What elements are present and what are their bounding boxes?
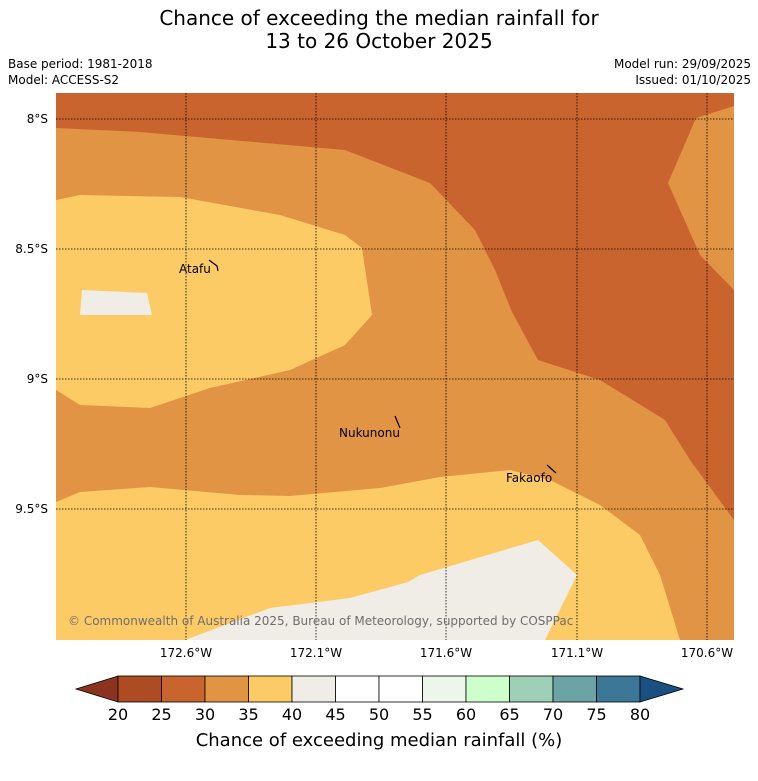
lon-label-172-1w: 172.1°W — [289, 646, 343, 660]
region-40-45-north — [80, 290, 152, 315]
colorbar-tick-70: 70 — [542, 705, 564, 724]
colorbar-segment-50-55 — [378, 675, 423, 703]
colorbar-tick-20: 20 — [107, 705, 129, 724]
colorbar-segment-65-70 — [509, 675, 554, 703]
place-atafu: Atafu — [179, 262, 211, 276]
colorbar — [74, 675, 685, 703]
region-35-40-north — [56, 195, 372, 408]
colorbar-tick-80: 80 — [629, 705, 651, 724]
lat-label-8s: 8°S — [26, 112, 48, 126]
place-nukunonu: Nukunonu — [339, 426, 400, 440]
atafu-island-outline — [208, 259, 219, 272]
model-run: Model run: 29/09/2025 — [613, 57, 751, 71]
title-line-2: 13 to 26 October 2025 — [265, 29, 493, 53]
colorbar-tick-40: 40 — [281, 705, 303, 724]
colorbar-tick-45: 45 — [325, 705, 346, 724]
colorbar-tick-25: 25 — [151, 705, 172, 724]
lon-label-170-6w: 170.6°W — [680, 646, 734, 660]
colorbar-tick-65: 65 — [499, 705, 520, 724]
lat-label-8-5s: 8.5°S — [15, 242, 48, 256]
colorbar-segment-30-35 — [204, 675, 249, 703]
colorbar-segment-35-40 — [248, 675, 293, 703]
colorbar-tick-30: 30 — [194, 705, 216, 724]
graticule — [56, 93, 734, 640]
region-40-45-south — [185, 540, 577, 640]
colorbar-segment-70-75 — [552, 675, 597, 703]
colorbar-over-triangle — [639, 675, 685, 703]
issued-date: Issued: 01/10/2025 — [635, 73, 751, 87]
colorbar-segment-40-45 — [291, 675, 336, 703]
colorbar-segment-25-30 — [161, 675, 206, 703]
colorbar-tick-75: 75 — [586, 705, 607, 724]
place-fakaofo: Fakaofo — [506, 471, 553, 485]
colorbar-segment-75-80 — [596, 675, 641, 703]
lon-label-171-1w: 171.1°W — [550, 646, 604, 660]
colorbar-label: Chance of exceeding median rainfall (%) — [195, 730, 563, 751]
base-period: Base period: 1981-2018 — [8, 57, 153, 71]
nukunonu-island-outline — [394, 415, 401, 429]
colorbar-under-triangle — [74, 675, 119, 703]
colorbar-segment-45-50 — [335, 675, 380, 703]
model-name: Model: ACCESS-S2 — [8, 73, 120, 87]
lon-label-171-6w: 171.6°W — [419, 646, 473, 660]
lat-label-9s: 9°S — [26, 372, 48, 386]
fakaofo-island-outline — [546, 464, 557, 474]
colorbar-segment-55-60 — [422, 675, 467, 703]
colorbar-segment-60-65 — [465, 675, 510, 703]
colorbar-tick-60: 60 — [455, 705, 477, 724]
region-30-35-ne — [668, 106, 734, 290]
colorbar-segment-20-25 — [117, 675, 162, 703]
title-line-1: Chance of exceeding the median rainfall … — [159, 6, 599, 30]
colorbar-tick-50: 50 — [368, 705, 390, 724]
colorbar-tick-35: 35 — [238, 705, 259, 724]
colorbar-tick-55: 55 — [412, 705, 433, 724]
lon-label-172-6w: 172.6°W — [159, 646, 213, 660]
copyright-notice: © Commonwealth of Australia 2025, Bureau… — [68, 614, 574, 628]
lat-label-9-5s: 9.5°S — [15, 502, 48, 516]
